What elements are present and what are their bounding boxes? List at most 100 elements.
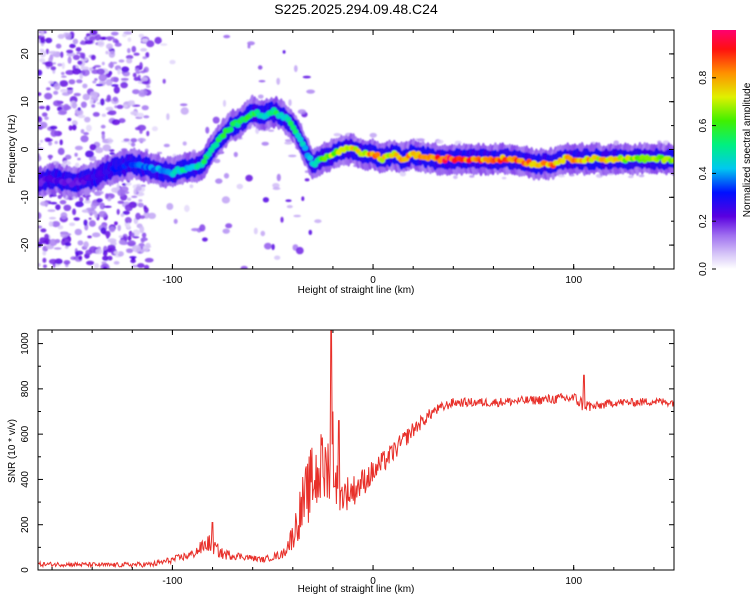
noise-blob	[114, 221, 118, 226]
noise-blob	[127, 101, 136, 106]
noise-blob	[65, 154, 72, 160]
noise-blob	[113, 250, 120, 255]
noise-blob	[293, 214, 302, 218]
noise-blob	[114, 105, 118, 109]
noise-blob	[131, 257, 136, 261]
noise-blob	[144, 264, 150, 269]
ridge-blob	[670, 157, 674, 164]
noise-blob	[141, 81, 150, 85]
noise-blob	[111, 187, 119, 193]
colorbar-tick-label: 0.4	[698, 166, 709, 180]
noise-blob	[111, 119, 121, 126]
noise-blob	[78, 255, 83, 261]
noise-blob	[60, 88, 68, 93]
noise-blob	[137, 263, 145, 269]
ridge-blob	[227, 126, 234, 133]
noise-blob	[67, 117, 72, 122]
noise-blob	[101, 113, 107, 118]
noise-blob	[116, 183, 120, 191]
noise-blob	[202, 237, 208, 242]
noise-blob	[169, 59, 176, 65]
noise-blob	[86, 260, 95, 266]
noise-blob	[105, 36, 115, 40]
noise-blob	[53, 247, 62, 250]
noise-blob	[173, 218, 178, 224]
noise-blob	[50, 66, 57, 71]
noise-blob	[39, 121, 48, 129]
noise-blob	[76, 79, 83, 84]
noise-blob	[92, 80, 97, 84]
spectrogram-x-label: Height of straight line (km)	[298, 285, 415, 296]
noise-blob	[113, 86, 120, 94]
noise-blob	[105, 50, 109, 55]
noise-blob	[101, 61, 105, 66]
noise-blob	[53, 90, 59, 95]
noise-blob	[120, 213, 125, 217]
noise-blob	[125, 55, 134, 60]
noise-blob	[143, 205, 147, 210]
noise-blob	[38, 92, 42, 96]
noise-blob	[131, 232, 135, 238]
snr-frame	[37, 329, 675, 571]
noise-blob	[60, 231, 69, 238]
noise-blob	[38, 69, 43, 76]
noise-blob	[108, 50, 116, 58]
noise-blob	[98, 74, 108, 82]
noise-blob	[86, 124, 92, 132]
noise-blob	[79, 73, 83, 80]
noise-blob	[140, 76, 149, 82]
ridge-blob	[220, 132, 227, 139]
noise-blob	[146, 40, 155, 48]
noise-blob	[130, 111, 138, 116]
noise-blob	[103, 205, 112, 208]
y-tick-label: 200	[20, 516, 31, 533]
noise-blob	[109, 226, 116, 233]
noise-blob	[131, 264, 139, 268]
noise-blob	[160, 43, 168, 46]
halo-blob	[501, 176, 507, 180]
noise-blob	[49, 125, 58, 130]
noise-blob	[99, 202, 106, 210]
noise-blob	[39, 58, 46, 63]
noise-blob	[61, 71, 65, 76]
noise-blob	[105, 230, 111, 238]
noise-blob	[53, 100, 62, 107]
noise-blob	[82, 93, 91, 101]
noise-blob	[77, 240, 84, 246]
noise-blob	[261, 141, 269, 146]
noise-blob	[120, 78, 129, 81]
noise-blob	[89, 67, 93, 72]
noise-blob	[73, 217, 80, 221]
noise-blob	[108, 62, 114, 68]
noise-blob	[122, 210, 130, 215]
noise-blob	[118, 239, 126, 245]
noise-blob	[93, 65, 101, 68]
noise-blob	[57, 147, 65, 155]
noise-blob	[74, 145, 83, 151]
noise-blob	[131, 195, 138, 198]
noise-blob	[127, 48, 131, 54]
noise-blob	[52, 62, 56, 65]
noise-blob	[77, 114, 86, 119]
ridge-blob	[201, 158, 208, 165]
noise-blob	[72, 208, 77, 216]
colorbar-tick-label: 0.6	[698, 118, 709, 132]
noise-blob	[57, 34, 65, 39]
noise-blob	[48, 258, 58, 265]
snr-x-label: Height of straight line (km)	[298, 584, 415, 595]
noise-blob	[135, 186, 142, 191]
colorbar	[712, 30, 736, 269]
y-tick-label: 0	[20, 567, 31, 573]
noise-blob	[50, 129, 58, 137]
noise-blob	[253, 227, 258, 235]
spectrogram-y-label: Frequency (Hz)	[7, 115, 18, 184]
noise-blob	[166, 113, 170, 121]
noise-blob	[44, 92, 53, 100]
noise-blob	[60, 212, 68, 220]
noise-blob	[111, 84, 119, 87]
noise-blob	[80, 66, 90, 70]
y-tick-label: 1000	[20, 332, 31, 355]
noise-blob	[108, 149, 115, 152]
noise-blob	[101, 261, 107, 265]
